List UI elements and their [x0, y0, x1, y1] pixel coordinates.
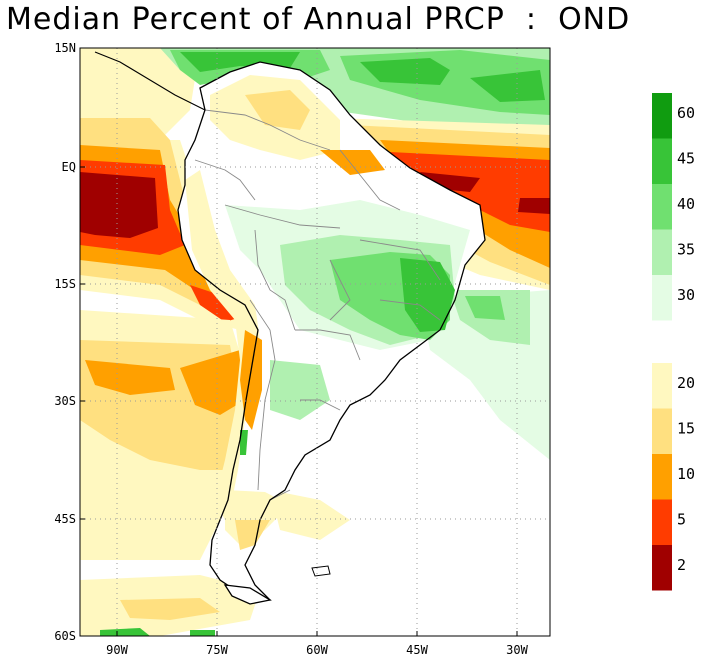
- colorbar-label: 20: [677, 374, 695, 392]
- colorbar-swatch: [652, 275, 672, 321]
- colorbar-swatch: [652, 138, 672, 184]
- colorbar-label: 40: [677, 195, 695, 213]
- colorbar-label: 60: [677, 104, 695, 122]
- land-chile-green: [240, 430, 248, 455]
- colorbar-swatch: [652, 363, 672, 409]
- land-patagonia-lightyellow: [235, 520, 270, 550]
- lat-label: 30S: [54, 394, 76, 408]
- lat-label: 45S: [54, 512, 76, 526]
- map-title: Median Percent of Annual PRCP : OND: [6, 2, 631, 37]
- lon-label: 45W: [406, 643, 428, 657]
- colorbar-label: 45: [677, 149, 695, 167]
- lon-label: 30W: [506, 643, 528, 657]
- atlantic-green-mid2: [470, 70, 545, 102]
- longitude-labels: 90W 75W 60W 45W 30W: [106, 643, 528, 657]
- atlantic-green-mid: [360, 58, 450, 85]
- colorbar-label: 10: [677, 465, 695, 483]
- tick-marks: [80, 47, 518, 637]
- colorbar-swatch: [652, 320, 672, 366]
- colorbar-label: 30: [677, 286, 695, 304]
- colorbar-upper: 60 45 40 35 30: [652, 93, 695, 366]
- tierra-del-fuego: [223, 584, 272, 605]
- latitude-labels: 15N EQ 15S 30S 45S 60S: [54, 41, 76, 643]
- sw-atlantic-green3: [465, 296, 505, 320]
- falklands: [311, 565, 331, 577]
- se-pacific-orange2: [180, 350, 245, 415]
- colorbar-label: 2: [677, 556, 686, 574]
- land-brazil-green: [400, 258, 455, 332]
- south-lightyellow-patches: [120, 598, 220, 620]
- country-borders: [194, 109, 441, 501]
- lon-label: 90W: [106, 643, 128, 657]
- colorbar-swatch: [652, 408, 672, 454]
- lat-label: 60S: [54, 629, 76, 643]
- lon-label: 60W: [306, 643, 328, 657]
- pacific-band-red2: [190, 285, 238, 322]
- se-pacific-orange1: [85, 360, 175, 395]
- land-coast-orange: [320, 150, 385, 175]
- sw-atlantic-yellow: [270, 490, 350, 540]
- colorbar-swatch: [652, 454, 672, 500]
- pacific-north-yellow: [80, 48, 200, 140]
- colorbar-label: 5: [677, 510, 686, 528]
- map-frame: [79, 47, 551, 637]
- south-green-strip: [100, 628, 215, 636]
- map-field: [80, 48, 550, 636]
- colorbar-lower: 20 15 10 5 2: [652, 363, 695, 591]
- land-chaco-pale: [270, 360, 330, 420]
- colorbar-label: 35: [677, 240, 695, 258]
- coastline: [177, 61, 486, 601]
- land-north-lightyellow: [245, 90, 310, 130]
- colorbar-swatch: [652, 93, 672, 139]
- colorbar-swatch: [652, 499, 672, 545]
- colorbar-swatch: [652, 229, 672, 275]
- lat-label: 15N: [54, 41, 76, 55]
- colorbar-swatch: [652, 545, 672, 591]
- atlantic-band-darkred: [420, 172, 550, 214]
- lat-label: EQ: [62, 160, 76, 174]
- central-america-coast: [94, 51, 206, 111]
- pacific-band-darkred: [80, 172, 158, 238]
- gridlines: [80, 48, 550, 636]
- lat-label: 15S: [54, 277, 76, 291]
- colorbar-swatch: [652, 184, 672, 230]
- lon-label: 75W: [206, 643, 228, 657]
- colorbar-label: 15: [677, 419, 695, 437]
